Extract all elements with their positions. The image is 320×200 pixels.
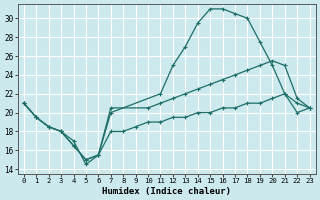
X-axis label: Humidex (Indice chaleur): Humidex (Indice chaleur) <box>102 187 231 196</box>
